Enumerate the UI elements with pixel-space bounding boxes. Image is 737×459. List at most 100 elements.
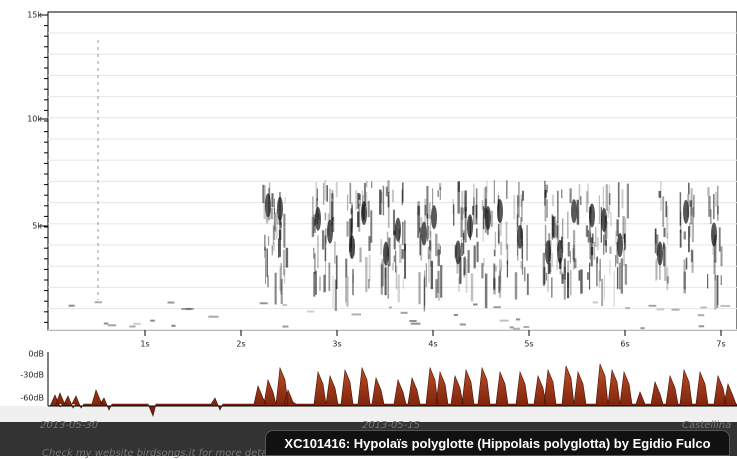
trace	[521, 199, 523, 222]
trace	[626, 183, 629, 219]
trace	[464, 256, 466, 275]
trace	[715, 191, 717, 207]
y-tick-label: 5k	[32, 222, 42, 231]
trace	[368, 279, 370, 289]
trace	[358, 193, 361, 200]
trace	[520, 194, 523, 207]
trace	[273, 242, 275, 251]
trace	[598, 270, 601, 288]
trace	[324, 212, 327, 221]
trace	[465, 258, 468, 293]
trace	[572, 244, 576, 270]
trace	[688, 182, 690, 195]
trace	[273, 227, 276, 241]
trace	[493, 249, 496, 257]
trace	[457, 181, 460, 214]
trace	[572, 230, 576, 263]
trace	[557, 190, 559, 224]
trace	[365, 257, 368, 293]
trace	[483, 187, 486, 217]
trace	[624, 263, 628, 285]
trace	[557, 239, 563, 264]
noise	[499, 319, 509, 322]
trace	[707, 274, 709, 289]
trace	[517, 224, 523, 249]
trace	[516, 194, 519, 228]
trace	[595, 227, 597, 247]
trace	[330, 201, 333, 226]
trace	[665, 201, 668, 218]
trace	[473, 183, 475, 209]
trace	[679, 211, 682, 233]
trace	[313, 272, 316, 297]
x-tick-label: 6s	[620, 340, 629, 349]
sonogram	[68, 40, 731, 330]
trace	[551, 252, 553, 267]
trace	[430, 260, 434, 290]
noise	[648, 304, 657, 307]
trace	[402, 249, 405, 259]
trace	[545, 272, 547, 281]
trace	[345, 258, 348, 278]
trace	[271, 193, 274, 208]
noise	[513, 327, 521, 330]
trace	[620, 258, 624, 294]
trace	[370, 181, 373, 189]
trace	[561, 274, 564, 284]
trace	[455, 240, 461, 265]
trace	[607, 206, 610, 219]
trace	[475, 188, 478, 219]
trace	[521, 241, 524, 275]
trace	[388, 237, 391, 267]
noise	[509, 326, 514, 329]
trace	[387, 194, 390, 228]
trace	[623, 234, 626, 251]
noise	[400, 311, 408, 314]
trace	[556, 259, 559, 271]
trace	[424, 204, 427, 216]
trace	[324, 235, 327, 262]
trace	[272, 225, 275, 245]
trace	[429, 240, 432, 251]
date-mid: 2013-05-15	[362, 420, 421, 431]
trace	[271, 245, 273, 256]
trace	[491, 210, 493, 228]
trace	[523, 267, 526, 282]
trace	[312, 196, 314, 217]
trace	[683, 231, 686, 240]
trace	[460, 207, 463, 238]
trace	[562, 218, 564, 253]
trace	[473, 245, 476, 269]
trace	[580, 269, 583, 294]
caption[interactable]: XC101416: Hypolaïs polyglotte (Hippolais…	[265, 430, 730, 456]
trace	[350, 218, 353, 249]
noise	[167, 301, 175, 304]
trace	[383, 241, 389, 266]
trace	[596, 256, 599, 264]
trace	[401, 249, 404, 260]
noise	[698, 325, 705, 328]
trace	[526, 273, 529, 295]
trace	[404, 243, 407, 279]
trace	[463, 257, 466, 276]
trace	[683, 259, 686, 290]
trace	[429, 214, 432, 237]
trace	[323, 274, 326, 293]
trace	[380, 191, 383, 204]
trace	[714, 274, 717, 310]
trace	[598, 195, 601, 224]
trace	[435, 279, 438, 298]
trace	[561, 189, 563, 199]
trace	[485, 206, 491, 231]
trace	[285, 247, 289, 268]
trace	[663, 243, 666, 267]
trace	[351, 218, 354, 227]
trace	[359, 194, 361, 206]
trace	[328, 262, 331, 291]
trace	[679, 229, 682, 248]
noise	[459, 323, 466, 326]
trace	[431, 205, 437, 230]
trace	[438, 270, 440, 301]
trace	[553, 216, 556, 239]
trace	[420, 217, 423, 231]
